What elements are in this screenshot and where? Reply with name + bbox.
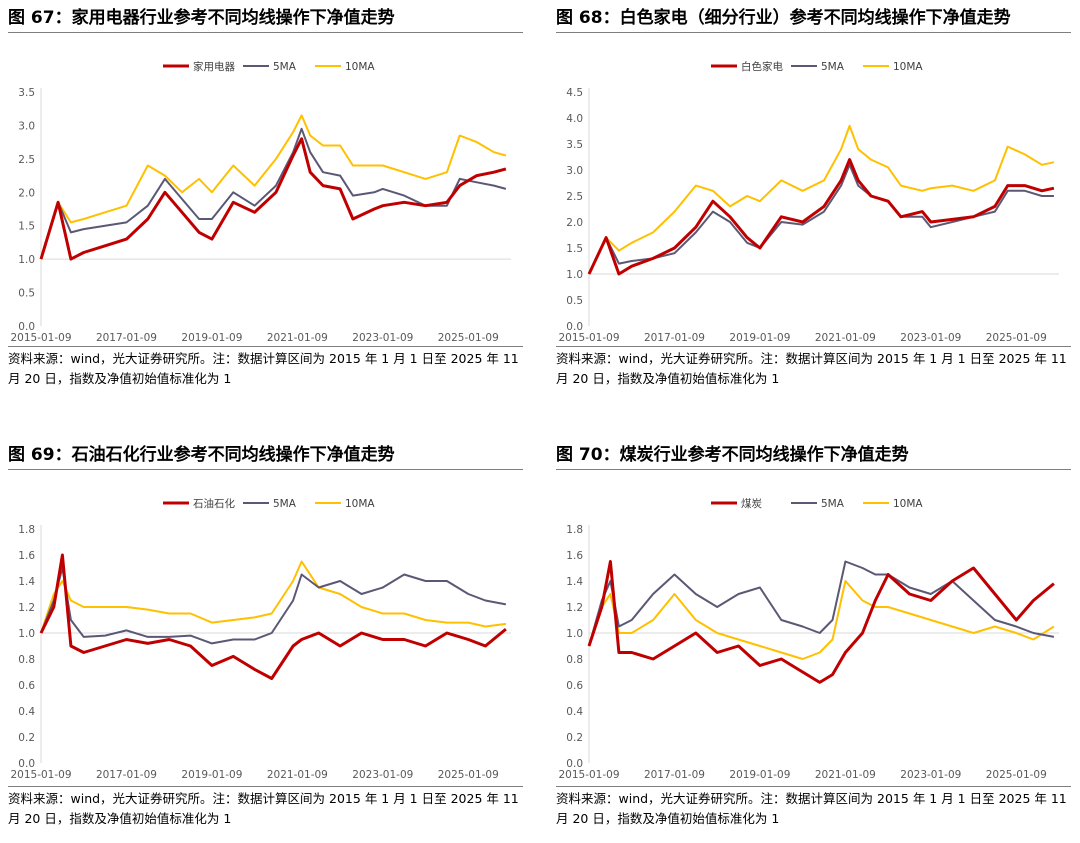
legend-label: 煤炭 <box>741 497 762 510</box>
chart-70-plot: 0.0 0.2 0.4 0.6 0.8 1.0 1.2 1.4 1.6 1.8 2015-01-09… <box>558 497 1059 781</box>
legend-label: 家用电器 <box>193 60 235 73</box>
source-note: 资料来源：wind，光大证券研究所。注：数据计算区间为 2015 年 1 月 1… <box>8 346 523 389</box>
series-index-line <box>39 553 507 680</box>
y-tick-label: 3.5 <box>566 139 583 151</box>
chart-69-plot: 0.0 0.2 0.4 0.6 0.8 1.0 1.2 1.4 1.6 1.8 2015-01-09… <box>10 497 511 781</box>
y-tick-label: 0.8 <box>18 654 35 666</box>
x-tick-label: 2017-01-09 <box>644 332 705 344</box>
x-tick-label: 2019-01-09 <box>181 769 242 781</box>
y-tick-label: 1.8 <box>18 524 35 536</box>
chart-title: 图 69：石油石化行业参考不同均线操作下净值走势 <box>8 441 523 470</box>
legend-label: 10MA <box>345 498 375 510</box>
legend-label: 5MA <box>273 498 297 510</box>
legend-label: 5MA <box>273 61 297 73</box>
legend-label: 白色家电 <box>741 60 783 73</box>
series-5ma-line <box>588 163 1054 275</box>
x-tick-label: 2017-01-09 <box>96 332 157 344</box>
y-tick-label: 1.0 <box>18 254 35 266</box>
y-tick-label: 0.6 <box>18 680 35 692</box>
y-tick-label: 2.5 <box>18 154 35 166</box>
x-tick-label: 2017-01-09 <box>96 769 157 781</box>
y-tick-label: 0.2 <box>566 732 583 744</box>
y-tick-label: 1.0 <box>566 269 583 281</box>
series-10ma-line <box>40 114 507 260</box>
x-tick-label: 2025-01-09 <box>986 769 1047 781</box>
chart-title: 图 70：煤炭行业参考不同均线操作下净值走势 <box>556 441 1071 470</box>
legend-label: 10MA <box>893 498 923 510</box>
legend-label: 石油石化 <box>193 497 235 510</box>
y-tick-label: 1.0 <box>566 628 583 640</box>
x-tick-label: 2025-01-09 <box>438 332 499 344</box>
x-tick-label: 2015-01-09 <box>558 769 619 781</box>
series-10ma-line <box>40 560 507 634</box>
y-tick-label: 1.4 <box>566 576 583 588</box>
y-tick-label: 0.4 <box>18 706 35 718</box>
y-tick-label: 1.6 <box>566 550 583 562</box>
y-tick-label: 1.2 <box>18 602 35 614</box>
x-tick-label: 2015-01-09 <box>558 332 619 344</box>
y-tick-label: 4.5 <box>566 87 583 99</box>
y-tick-label: 0.0 <box>566 758 583 770</box>
y-tick-label: 1.5 <box>18 221 35 233</box>
series-index-line <box>587 158 1055 276</box>
x-tick-label: 2015-01-09 <box>10 769 71 781</box>
y-tick-label: 0.5 <box>18 288 35 300</box>
x-tick-label: 2019-01-09 <box>181 332 242 344</box>
x-tick-label: 2019-01-09 <box>729 332 790 344</box>
series-10ma-line <box>588 124 1055 275</box>
chart-68-plot: 0.0 0.5 1.0 1.5 2.0 2.5 3.0 3.5 4.0 4.5 2015-01-09… <box>558 60 1059 344</box>
y-tick-label: 0.0 <box>18 758 35 770</box>
y-tick-label: 0.4 <box>566 706 583 718</box>
x-tick-label: 2025-01-09 <box>438 769 499 781</box>
x-tick-label: 2023-01-09 <box>352 332 413 344</box>
y-tick-label: 1.4 <box>18 576 35 588</box>
series-10ma-line <box>588 580 1055 660</box>
y-tick-label: 0.0 <box>18 321 35 333</box>
y-tick-label: 3.5 <box>18 87 35 99</box>
legend-label: 10MA <box>345 61 375 73</box>
series-5ma-line <box>588 560 1055 647</box>
x-tick-label: 2025-01-09 <box>986 332 1047 344</box>
series-index-line <box>39 137 507 261</box>
y-tick-label: 1.6 <box>18 550 35 562</box>
series-index-line <box>587 560 1055 684</box>
y-tick-label: 2.5 <box>566 191 583 203</box>
source-note: 资料来源：wind，光大证券研究所。注：数据计算区间为 2015 年 1 月 1… <box>556 786 1071 829</box>
y-tick-label: 0.0 <box>566 321 583 333</box>
y-tick-label: 1.5 <box>566 243 583 255</box>
x-tick-label: 2023-01-09 <box>900 332 961 344</box>
x-tick-label: 2021-01-09 <box>267 332 328 344</box>
x-tick-label: 2017-01-09 <box>644 769 705 781</box>
x-tick-label: 2021-01-09 <box>815 769 876 781</box>
y-tick-label: 1.8 <box>566 524 583 536</box>
y-tick-label: 1.2 <box>566 602 583 614</box>
x-tick-label: 2023-01-09 <box>900 769 961 781</box>
y-tick-label: 4.0 <box>566 113 583 125</box>
x-tick-label: 2019-01-09 <box>729 769 790 781</box>
chart-title: 图 68：白色家电（细分行业）参考不同均线操作下净值走势 <box>556 4 1071 33</box>
x-tick-label: 2015-01-09 <box>10 332 71 344</box>
x-tick-label: 2021-01-09 <box>267 769 328 781</box>
y-tick-label: 0.8 <box>566 654 583 666</box>
y-tick-label: 2.0 <box>18 187 35 199</box>
source-note: 资料来源：wind，光大证券研究所。注：数据计算区间为 2015 年 1 月 1… <box>8 786 523 829</box>
x-tick-label: 2021-01-09 <box>815 332 876 344</box>
chart-title: 图 67：家用电器行业参考不同均线操作下净值走势 <box>8 4 523 33</box>
legend-label: 5MA <box>821 61 845 73</box>
chart-67-plot: 0.0 0.5 1.0 1.5 2.0 2.5 3.0 3.5 2015-01-09 2017-0… <box>10 60 511 344</box>
legend-label: 10MA <box>893 61 923 73</box>
y-tick-label: 0.2 <box>18 732 35 744</box>
y-tick-label: 0.6 <box>566 680 583 692</box>
source-note: 资料来源：wind，光大证券研究所。注：数据计算区间为 2015 年 1 月 1… <box>556 346 1071 389</box>
x-tick-label: 2023-01-09 <box>352 769 413 781</box>
legend-label: 5MA <box>821 498 845 510</box>
y-tick-label: 3.0 <box>18 120 35 132</box>
y-tick-label: 3.0 <box>566 165 583 177</box>
y-tick-label: 1.0 <box>18 628 35 640</box>
y-tick-label: 0.5 <box>566 295 583 307</box>
series-5ma-line <box>40 567 507 645</box>
y-tick-label: 2.0 <box>566 217 583 229</box>
